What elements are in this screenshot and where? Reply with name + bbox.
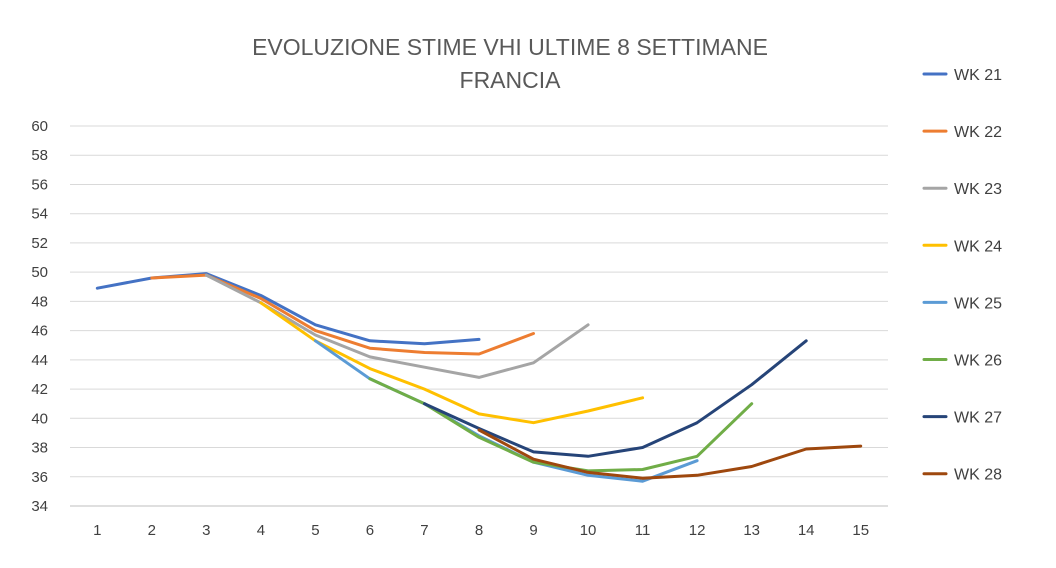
plot-series [95, 272, 863, 483]
y-tick-label: 56 [31, 176, 48, 193]
y-tick-label: 48 [31, 293, 48, 310]
x-tick-label: 8 [475, 522, 483, 539]
x-tick-label: 3 [202, 522, 210, 539]
legend-label-wk-25: WK 25 [954, 295, 1002, 312]
chart-title-line-2: FRANCIA [460, 67, 562, 93]
x-tick-label: 11 [635, 522, 651, 539]
legend-label-wk-26: WK 26 [954, 353, 1002, 370]
x-tick-label: 15 [852, 522, 869, 539]
legend-label-wk-23: WK 23 [954, 181, 1002, 198]
y-tick-label: 38 [31, 440, 48, 457]
x-tick-label: 1 [93, 522, 101, 539]
y-tick-label: 42 [31, 381, 48, 398]
x-tick-label: 14 [798, 522, 815, 539]
x-tick-label: 7 [420, 522, 428, 539]
legend-label-wk-22: WK 22 [954, 124, 1002, 141]
series-line-wk-27 [423, 339, 808, 458]
legend-label-wk-28: WK 28 [954, 467, 1002, 484]
x-axis-ticks: 1 2 3 4 5 6 7 8 9 10 11 12 13 14 15 [93, 522, 869, 539]
x-tick-label: 13 [743, 522, 760, 539]
y-tick-label: 34 [31, 498, 48, 515]
y-tick-label: 58 [31, 147, 48, 164]
y-tick-label: 36 [31, 469, 48, 486]
y-tick-label: 46 [31, 323, 48, 340]
x-tick-label: 12 [689, 522, 706, 539]
x-tick-label: 9 [529, 522, 537, 539]
y-tick-label: 50 [31, 264, 48, 281]
y-tick-label: 40 [31, 410, 48, 427]
chart-title-line-1: EVOLUZIONE STIME VHI ULTIME 8 SETTIMANE [252, 34, 768, 60]
y-tick-label: 52 [31, 235, 48, 252]
x-tick-label: 2 [148, 522, 156, 539]
series-line-wk-28 [477, 428, 863, 480]
x-tick-label: 5 [311, 522, 319, 539]
y-axis-ticks: 34 36 38 40 42 44 46 48 50 52 54 56 58 60 [31, 118, 48, 515]
x-tick-label: 6 [366, 522, 374, 539]
y-tick-label: 44 [31, 352, 48, 369]
legend-label-wk-27: WK 27 [954, 410, 1002, 427]
legend-label-wk-21: WK 21 [954, 67, 1002, 84]
legend: WK 21 WK 22 WK 23 WK 24 WK 25 WK 26 WK 27 WK 28 [922, 67, 1002, 484]
x-tick-label: 10 [580, 522, 597, 539]
legend-label-wk-24: WK 24 [954, 238, 1002, 255]
x-tick-label: 4 [257, 522, 265, 539]
y-tick-label: 60 [31, 118, 48, 135]
y-tick-label: 54 [31, 206, 48, 223]
